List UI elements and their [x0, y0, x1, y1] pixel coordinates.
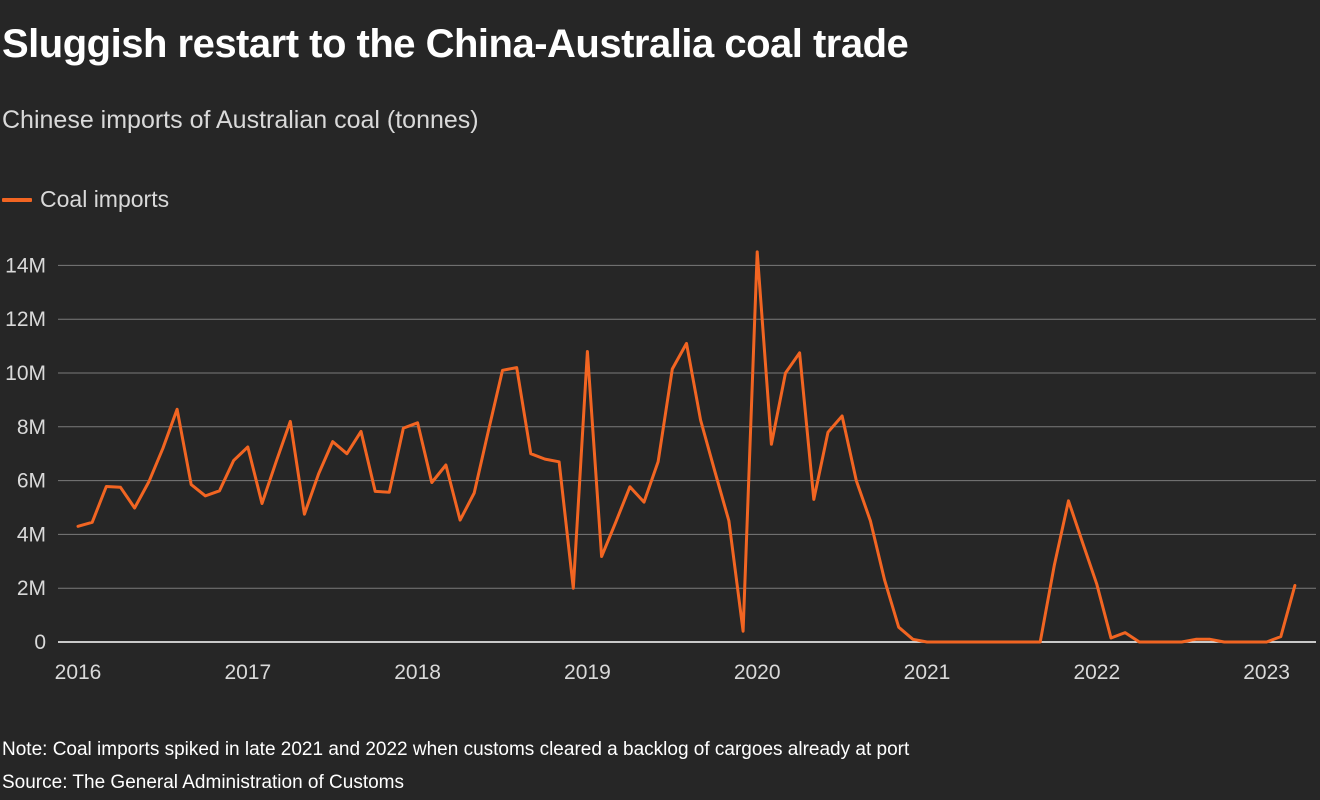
x-tick-label: 2018 [394, 661, 441, 684]
x-tick-label: 2022 [1073, 661, 1120, 684]
x-tick-label: 2020 [734, 661, 781, 684]
footer-notes: Note: Coal imports spiked in late 2021 a… [2, 733, 909, 799]
series-line-coal-imports [76, 250, 1297, 644]
y-tick-label: 0 [34, 631, 46, 654]
chart-subtitle: Chinese imports of Australian coal (tonn… [2, 106, 479, 134]
x-tick-label: 2016 [55, 661, 102, 684]
y-tick-label: 8M [17, 416, 46, 439]
y-axis-ticks: 0 2M 4M 6M 8M 10M 12M 14M [5, 254, 46, 654]
gridlines [58, 264, 1316, 643]
legend-swatch-coal-imports [2, 197, 32, 202]
y-tick-label: 14M [5, 254, 46, 277]
x-tick-label: 2017 [224, 661, 271, 684]
y-tick-label: 2M [17, 577, 46, 600]
legend-label-coal-imports: Coal imports [40, 186, 170, 212]
y-tick-label: 4M [17, 523, 46, 546]
x-tick-label: 2021 [904, 661, 951, 684]
legend: Coal imports [2, 186, 169, 213]
x-axis-ticks: 2016 2017 2018 2019 2020 2021 2022 2023 [55, 661, 1290, 684]
series-layer [76, 250, 1297, 644]
y-tick-label: 12M [5, 308, 46, 331]
y-tick-label: 6M [17, 470, 46, 493]
x-tick-label: 2019 [564, 661, 611, 684]
footer-source: Source: The General Administration of Cu… [2, 772, 405, 793]
footer-note: Note: Coal imports spiked in late 2021 a… [2, 739, 910, 760]
x-tick-label: 2023 [1243, 661, 1290, 684]
chart-title: Sluggish restart to the China-Australia … [2, 22, 909, 66]
y-tick-label: 10M [5, 362, 46, 385]
